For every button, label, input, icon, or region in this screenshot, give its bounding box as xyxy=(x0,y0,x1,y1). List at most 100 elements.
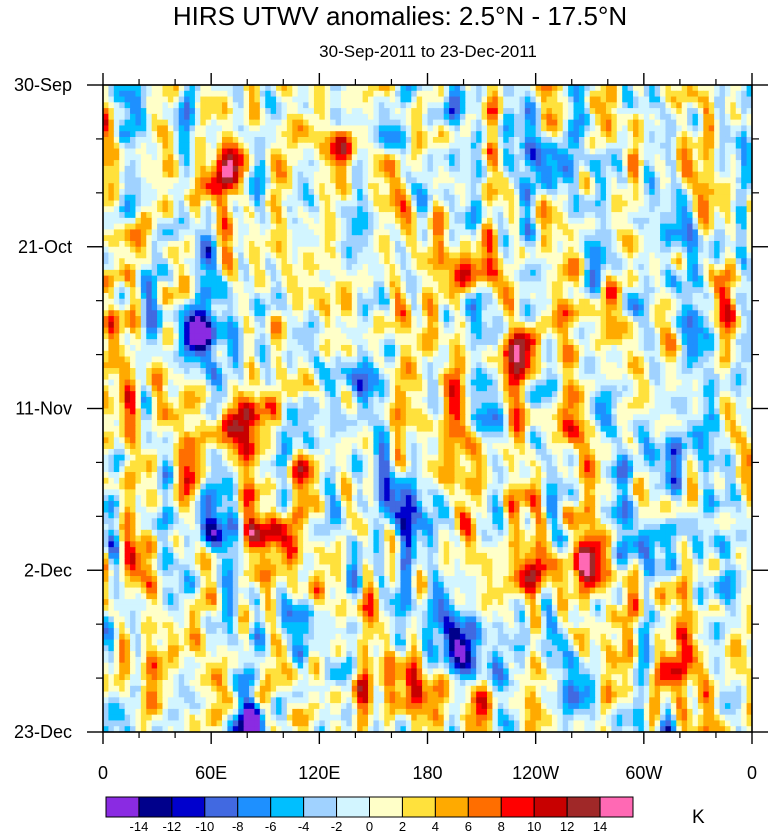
field-cell xyxy=(389,131,396,138)
field-cell xyxy=(384,292,391,300)
field-cell xyxy=(281,200,288,207)
field-cell xyxy=(681,177,688,184)
field-cell xyxy=(340,304,347,311)
field-cell xyxy=(427,160,434,167)
field-cell xyxy=(449,96,456,103)
field-cell xyxy=(432,321,439,329)
field-cell xyxy=(254,223,261,231)
field-cell xyxy=(557,188,564,196)
field-cell xyxy=(622,194,629,202)
field-cell xyxy=(221,217,228,225)
field-cell xyxy=(362,316,369,323)
field-cell xyxy=(200,217,207,225)
field-cell xyxy=(486,96,493,103)
field-cell xyxy=(746,264,752,271)
field-cell xyxy=(600,108,607,115)
field-cell xyxy=(676,258,683,265)
field-cell xyxy=(481,96,488,103)
field-cell xyxy=(492,281,499,288)
field-cell xyxy=(714,200,721,207)
field-cell xyxy=(470,287,477,294)
field-cell xyxy=(135,206,142,213)
field-cell xyxy=(476,223,483,231)
field-cell xyxy=(638,212,645,219)
field-cell xyxy=(524,177,531,184)
field-cell xyxy=(714,258,721,265)
field-cell xyxy=(178,258,185,265)
field-cell xyxy=(335,264,342,271)
field-cell xyxy=(297,275,304,283)
field-cell xyxy=(443,217,450,225)
field-cell xyxy=(622,125,629,132)
field-cell xyxy=(265,183,272,190)
field-cell xyxy=(194,316,201,323)
field-cell xyxy=(357,142,364,150)
field-cell xyxy=(481,321,488,329)
field-cell xyxy=(140,229,147,236)
field-cell xyxy=(697,292,704,300)
field-cell xyxy=(492,177,499,184)
field-cell xyxy=(200,85,207,92)
field-cell xyxy=(205,287,212,294)
field-cell xyxy=(221,304,228,311)
field-cell xyxy=(140,108,147,115)
field-cell xyxy=(254,235,261,242)
field-cell xyxy=(541,171,548,179)
field-cell xyxy=(676,235,683,242)
field-cell xyxy=(416,264,423,271)
field-cell xyxy=(605,281,612,288)
field-cell xyxy=(643,188,650,196)
field-cell xyxy=(276,275,283,283)
field-cell xyxy=(459,90,466,98)
field-cell xyxy=(557,275,564,283)
field-cell xyxy=(340,321,347,329)
field-cell xyxy=(108,136,115,144)
field-cell xyxy=(389,298,396,306)
field-cell xyxy=(189,177,196,184)
field-cell xyxy=(243,235,250,242)
field-cell xyxy=(400,165,407,173)
field-cell xyxy=(697,177,704,184)
field-cell xyxy=(459,321,466,329)
field-cell xyxy=(643,304,650,311)
field-cell xyxy=(238,275,245,283)
field-cell xyxy=(438,131,445,138)
field-cell xyxy=(265,316,272,323)
field-cell xyxy=(270,321,277,329)
field-cell xyxy=(600,223,607,231)
field-cell xyxy=(503,119,510,127)
field-cell xyxy=(589,212,596,219)
field-cell xyxy=(281,183,288,190)
field-cell xyxy=(438,160,445,167)
field-cell xyxy=(227,183,234,190)
field-cell xyxy=(330,188,337,196)
field-cell xyxy=(600,240,607,248)
field-cell xyxy=(595,212,602,219)
field-cell xyxy=(189,304,196,311)
field-cell xyxy=(249,269,256,277)
field-cell xyxy=(719,310,726,317)
field-cell xyxy=(292,281,299,288)
field-cell xyxy=(400,269,407,277)
field-cell xyxy=(622,177,629,184)
field-cell xyxy=(200,90,207,98)
field-cell xyxy=(276,148,283,155)
field-cell xyxy=(486,246,493,254)
field-cell xyxy=(497,275,504,283)
field-cell xyxy=(503,200,510,207)
field-cell xyxy=(503,96,510,103)
field-cell xyxy=(486,113,493,121)
field-cell xyxy=(486,148,493,155)
field-cell xyxy=(470,102,477,109)
field-cell xyxy=(238,96,245,103)
field-cell xyxy=(340,258,347,265)
field-cell xyxy=(140,171,147,179)
field-cell xyxy=(741,96,748,103)
field-cell xyxy=(497,304,504,311)
field-cell xyxy=(470,171,477,179)
field-cell xyxy=(157,188,164,196)
field-cell xyxy=(178,165,185,173)
field-cell xyxy=(335,292,342,300)
field-cell xyxy=(427,148,434,155)
field-cell xyxy=(189,96,196,103)
